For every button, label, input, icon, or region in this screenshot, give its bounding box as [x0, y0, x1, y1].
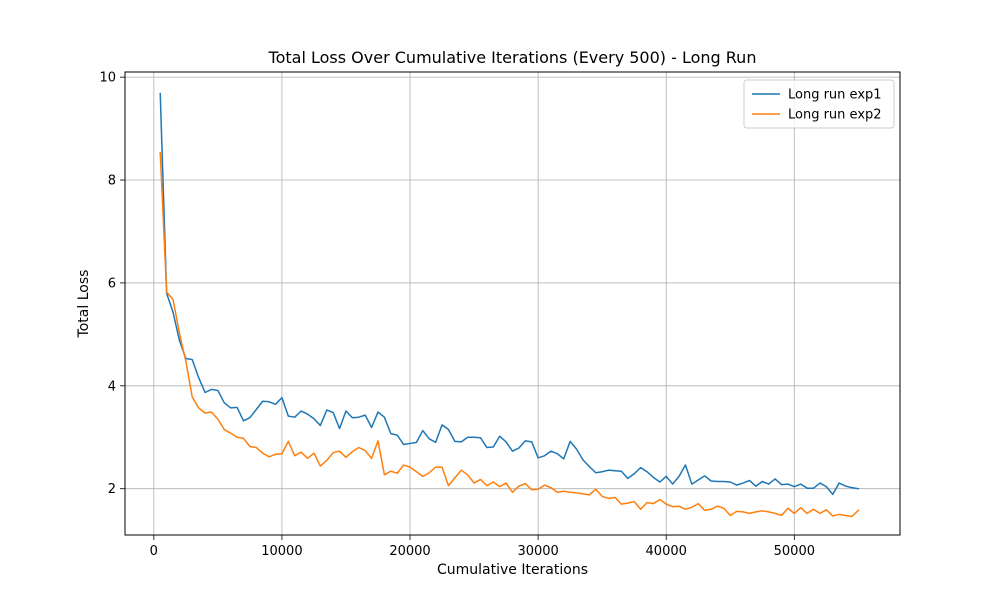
y-tick-label: 10: [99, 71, 116, 86]
x-tick-label: 40000: [646, 544, 687, 559]
x-tick-label: 30000: [517, 544, 558, 559]
legend: Long run exp1 Long run exp2: [743, 79, 895, 129]
x-tick-label: 10000: [261, 544, 302, 559]
x-axis-label: Cumulative Iterations: [437, 562, 588, 578]
x-tick-label: 50000: [774, 544, 815, 559]
legend-label-1: Long run exp1: [788, 88, 882, 103]
y-axis-ticks: 2 4 6 8 10: [99, 71, 125, 497]
y-tick-label: 8: [108, 174, 116, 189]
legend-box: [743, 79, 895, 129]
series-line-1: [159, 92, 860, 496]
legend-label-2: Long run exp2: [788, 108, 882, 123]
x-tick-label: 0: [150, 544, 158, 559]
series-line-2: [159, 151, 860, 518]
y-tick-label: 2: [108, 482, 116, 497]
grid-lines: [125, 72, 900, 535]
series-layer: [159, 92, 860, 518]
y-tick-label: 4: [108, 379, 116, 394]
chart-title: Total Loss Over Cumulative Iterations (E…: [268, 48, 757, 67]
x-tick-label: 20000: [389, 544, 430, 559]
y-tick-label: 6: [108, 276, 116, 291]
plot-frame: [124, 71, 901, 536]
x-axis-ticks: 0 10000 20000 30000 40000 50000: [150, 535, 815, 559]
y-axis-label: Total Loss: [76, 270, 92, 339]
